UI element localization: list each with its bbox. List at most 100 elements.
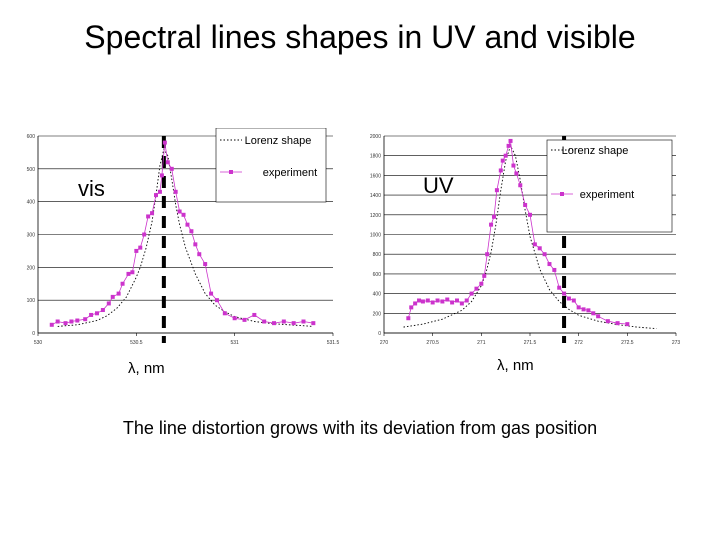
uv-experiment-point: [489, 222, 494, 227]
uv-experiment-point: [430, 300, 435, 305]
uv-experiment-point: [445, 297, 450, 302]
uv-chart: 0 200 400 600 800 1000 1200 1400 1600 1800 2000 270…: [370, 134, 681, 346]
vis-experiment-point: [232, 316, 237, 321]
uv-experiment-point: [605, 319, 610, 324]
vis-experiment-point: [154, 193, 158, 198]
vis-experiment-point: [165, 160, 170, 165]
vis-experiment-point: [209, 291, 214, 296]
vis-experiment-point: [214, 298, 219, 303]
uv-y-tick-label: 800: [373, 252, 382, 258]
uv-experiment-point: [542, 252, 547, 257]
vis-experiment-point: [159, 173, 164, 178]
uv-experiment-point: [581, 307, 586, 312]
vis-experiment-point: [130, 270, 135, 275]
uv-experiment-point: [586, 308, 591, 313]
vis-experiment-point: [301, 319, 306, 324]
vis-legend-experiment-label: experiment: [263, 167, 317, 179]
uv-experiment-point: [491, 214, 496, 219]
uv-experiment-point: [435, 298, 440, 303]
uv-experiment-point: [566, 296, 571, 301]
uv-experiment-point: [459, 301, 464, 306]
vis-experiment-point: [116, 291, 121, 296]
vis-experiment-point: [197, 252, 202, 257]
uv-experiment-point: [571, 298, 576, 303]
uv-legend-lorenz-label: Lorenz shape: [562, 145, 629, 157]
vis-experiment-point: [89, 312, 94, 317]
vis-y-tick-label: 400: [27, 200, 36, 206]
uv-experiment-point: [498, 168, 503, 173]
vis-experiment-point: [146, 214, 151, 219]
uv-experiment-point: [537, 246, 542, 251]
vis-x-tick-label: 530.5: [130, 340, 143, 346]
uv-experiment-point: [528, 212, 532, 217]
uv-experiment-point: [464, 298, 469, 303]
uv-y-tick-label: 1200: [370, 213, 381, 219]
vis-experiment-point: [193, 242, 198, 247]
vis-experiment-point: [291, 321, 296, 326]
vis-experiment-point: [120, 281, 125, 286]
vis-experiment-point: [75, 318, 80, 323]
slide-title: Spectral lines shapes in UV and visible: [84, 19, 636, 55]
vis-experiment-point: [185, 222, 190, 227]
uv-experiment-point: [508, 138, 513, 143]
uv-experiment-point: [547, 262, 552, 267]
vis-experiment-point: [311, 321, 316, 326]
vis-experiment-point: [169, 166, 174, 171]
vis-experiment-point: [157, 189, 162, 194]
vis-experiment-point: [222, 311, 227, 316]
vis-experiment-point: [162, 140, 167, 145]
uv-y-tick-label: 1600: [370, 173, 381, 179]
uv-legend-box: [546, 139, 673, 233]
vis-y-tick-label: 200: [27, 265, 36, 271]
vis-x-tick-label: 531.5: [327, 340, 340, 346]
vis-experiment-point: [173, 189, 178, 194]
vis-experiment-point: [110, 294, 115, 299]
uv-experiment-point: [494, 188, 499, 193]
vis-experiment-point: [138, 245, 143, 250]
uv-x-tick-label: 270.5: [426, 340, 439, 346]
vis-experiment-point: [63, 321, 68, 326]
uv-experiment-point: [523, 202, 528, 207]
uv-experiment-point: [485, 252, 490, 257]
uv-experiment-point: [514, 171, 519, 176]
vis-x-tick-label: 530: [34, 340, 43, 346]
vis-x-axis-label: λ, nm: [128, 360, 165, 377]
uv-experiment-point: [482, 273, 487, 278]
uv-y-tick-label: 1800: [370, 154, 381, 160]
vis-legend-experiment-swatch: [229, 170, 233, 174]
vis-experiment-point: [281, 319, 286, 324]
vis-experiment-point: [69, 319, 74, 324]
vis-experiment-point: [177, 209, 182, 214]
vis-experiment-point: [100, 308, 105, 313]
uv-experiment-point: [557, 285, 562, 290]
uv-y-tick-label: 600: [373, 272, 382, 278]
uv-experiment-point: [417, 298, 422, 303]
vis-experiment-point: [189, 229, 194, 234]
uv-legend-experiment-swatch: [560, 192, 564, 196]
uv-experiment-point: [413, 301, 418, 306]
uv-experiment-point: [479, 281, 484, 286]
vis-experiment-point: [83, 317, 88, 322]
vis-experiment-point: [142, 232, 147, 237]
uv-experiment-point: [425, 298, 430, 303]
vis-lorenz-line: [57, 147, 314, 327]
uv-experiment-point: [503, 153, 508, 158]
vis-y-tick-label: 500: [27, 167, 36, 173]
vis-experiment-point: [95, 311, 99, 316]
vis-experiment-point: [203, 262, 208, 267]
uv-panel-label: UV: [423, 173, 454, 198]
uv-experiment-point: [518, 183, 523, 188]
uv-experiment-point: [576, 305, 581, 310]
uv-y-tick-label: 1400: [370, 193, 381, 199]
uv-experiment-point: [455, 298, 459, 303]
uv-experiment-point: [532, 242, 537, 247]
vis-experiment-point: [49, 322, 54, 327]
uv-x-tick-label: 271.5: [524, 340, 537, 346]
uv-experiment-point: [440, 299, 445, 304]
uv-experiment-point: [511, 163, 516, 168]
uv-x-tick-label: 272.5: [621, 340, 634, 346]
vis-experiment-point: [242, 317, 247, 322]
vis-y-tick-label: 300: [27, 233, 36, 239]
vis-legend-lorenz-label: Lorenz shape: [245, 135, 312, 147]
vis-chart: 0 100 200 300 400 500 600 530 530.5 531 531.5 Loren…: [27, 128, 340, 346]
